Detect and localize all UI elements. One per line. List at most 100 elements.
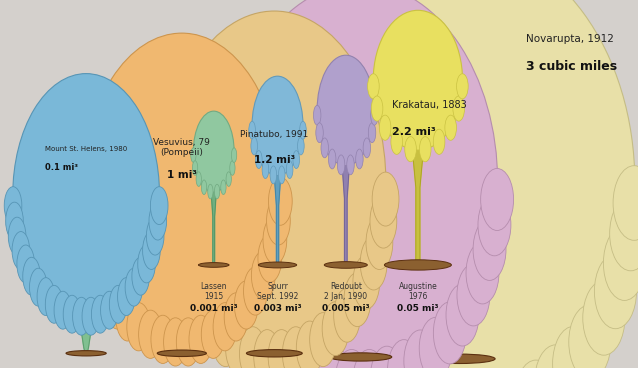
Ellipse shape: [6, 202, 23, 240]
Ellipse shape: [189, 315, 212, 364]
Ellipse shape: [29, 268, 47, 306]
Ellipse shape: [127, 302, 151, 351]
Ellipse shape: [404, 330, 437, 368]
Ellipse shape: [282, 254, 324, 329]
Ellipse shape: [453, 96, 464, 121]
Ellipse shape: [515, 360, 557, 368]
Ellipse shape: [117, 277, 135, 315]
Ellipse shape: [132, 257, 149, 295]
Ellipse shape: [419, 317, 452, 368]
Ellipse shape: [582, 280, 625, 355]
Ellipse shape: [309, 313, 336, 367]
Text: 3 cubic miles: 3 cubic miles: [526, 60, 618, 73]
Ellipse shape: [207, 169, 241, 230]
Ellipse shape: [362, 360, 404, 368]
Ellipse shape: [363, 138, 371, 158]
Text: Spurr
Sept. 1992: Spurr Sept. 1992: [257, 282, 298, 301]
Polygon shape: [412, 136, 425, 265]
Ellipse shape: [151, 187, 168, 224]
Text: Redoubt
2 Jan, 1990: Redoubt 2 Jan, 1990: [324, 282, 367, 301]
Text: Vesuvius, 79
(Pompeii): Vesuvius, 79 (Pompeii): [153, 138, 211, 157]
Ellipse shape: [263, 216, 286, 264]
Ellipse shape: [230, 161, 235, 175]
Ellipse shape: [300, 121, 306, 139]
Ellipse shape: [267, 197, 290, 245]
Ellipse shape: [270, 166, 277, 184]
Ellipse shape: [286, 161, 293, 178]
Ellipse shape: [284, 0, 635, 368]
Text: Novarupta, 1912: Novarupta, 1912: [526, 33, 614, 44]
Ellipse shape: [335, 350, 368, 368]
Text: 0.001 mi³: 0.001 mi³: [190, 304, 237, 312]
Ellipse shape: [278, 166, 285, 184]
Ellipse shape: [176, 318, 200, 366]
Ellipse shape: [213, 302, 237, 351]
Ellipse shape: [232, 148, 237, 162]
Text: Krakatau, 1883: Krakatau, 1883: [392, 100, 467, 110]
Ellipse shape: [368, 123, 376, 143]
Ellipse shape: [317, 55, 375, 166]
Ellipse shape: [297, 137, 304, 155]
Ellipse shape: [246, 350, 302, 357]
Ellipse shape: [293, 151, 300, 169]
Ellipse shape: [149, 202, 167, 240]
Ellipse shape: [353, 255, 380, 309]
Ellipse shape: [12, 231, 29, 269]
Ellipse shape: [196, 172, 202, 187]
Ellipse shape: [82, 297, 100, 335]
Ellipse shape: [553, 326, 595, 368]
Ellipse shape: [268, 330, 295, 368]
Ellipse shape: [284, 330, 317, 368]
Ellipse shape: [13, 74, 160, 316]
Ellipse shape: [387, 340, 420, 368]
Ellipse shape: [324, 326, 366, 368]
Ellipse shape: [380, 115, 391, 140]
Ellipse shape: [446, 284, 479, 346]
Polygon shape: [274, 166, 281, 265]
Polygon shape: [211, 184, 217, 265]
Ellipse shape: [535, 345, 577, 368]
Ellipse shape: [294, 280, 336, 355]
Ellipse shape: [71, 177, 95, 225]
Ellipse shape: [138, 245, 156, 283]
Text: 1 mi³: 1 mi³: [167, 170, 197, 180]
Ellipse shape: [424, 354, 495, 364]
Text: Augustine
1976: Augustine 1976: [399, 282, 437, 301]
Ellipse shape: [101, 291, 118, 329]
Polygon shape: [267, 329, 282, 353]
Ellipse shape: [66, 351, 106, 356]
Ellipse shape: [252, 76, 303, 176]
Ellipse shape: [445, 115, 456, 140]
Ellipse shape: [296, 321, 323, 368]
Ellipse shape: [595, 254, 637, 329]
Ellipse shape: [269, 177, 292, 225]
Ellipse shape: [222, 242, 255, 304]
Ellipse shape: [321, 138, 329, 158]
Ellipse shape: [324, 262, 367, 268]
Ellipse shape: [63, 295, 81, 333]
Ellipse shape: [419, 137, 431, 162]
Ellipse shape: [300, 340, 334, 368]
Ellipse shape: [283, 327, 309, 368]
Ellipse shape: [372, 172, 399, 226]
Ellipse shape: [254, 330, 281, 368]
Ellipse shape: [234, 281, 258, 329]
Ellipse shape: [169, 255, 196, 309]
Ellipse shape: [322, 302, 349, 355]
Ellipse shape: [198, 263, 229, 267]
Ellipse shape: [569, 305, 611, 368]
Text: 0.05 mi³: 0.05 mi³: [397, 304, 439, 312]
Ellipse shape: [329, 353, 392, 361]
Ellipse shape: [239, 327, 266, 368]
Ellipse shape: [242, 284, 275, 346]
Ellipse shape: [8, 217, 26, 255]
Ellipse shape: [255, 302, 288, 364]
Ellipse shape: [466, 242, 499, 304]
Text: Pinatubo, 1991: Pinatubo, 1991: [241, 130, 308, 139]
Ellipse shape: [342, 345, 384, 368]
Ellipse shape: [214, 184, 219, 199]
Ellipse shape: [188, 288, 215, 342]
Ellipse shape: [478, 194, 511, 256]
Ellipse shape: [258, 234, 281, 282]
Ellipse shape: [37, 277, 55, 315]
